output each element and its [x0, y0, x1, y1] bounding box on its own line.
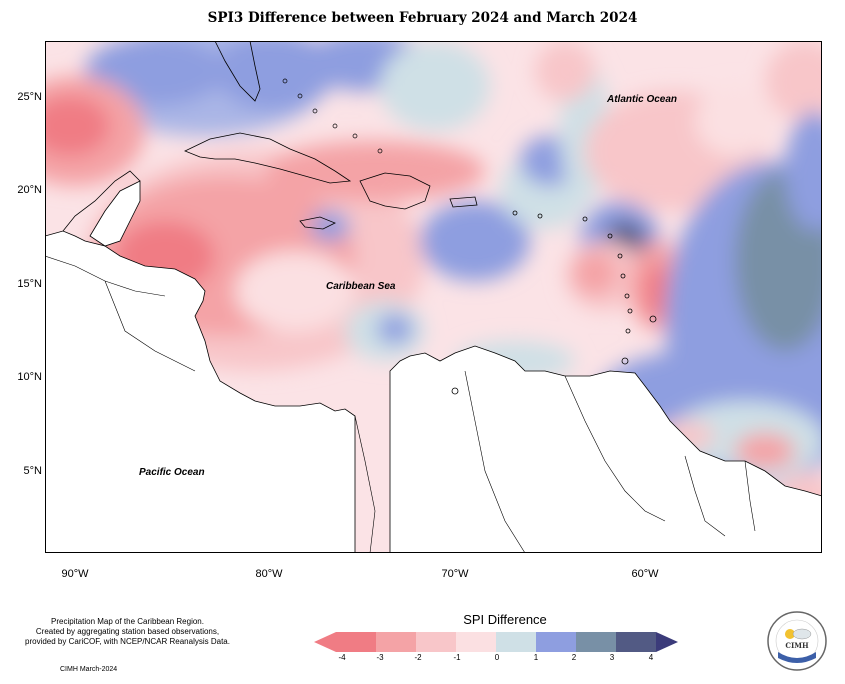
caribbean-sea-label: Caribbean Sea — [326, 281, 396, 292]
land-masses — [45, 180, 822, 553]
lon-label-60w: 60°W — [631, 568, 659, 580]
lat-label-25n: 25°N — [17, 91, 42, 103]
legend-swatch-1 — [336, 632, 376, 652]
legend-swatch-5 — [496, 632, 536, 652]
footer-credit: CIMH March-2024 — [60, 666, 118, 673]
pacific-ocean-label: Pacific Ocean — [139, 467, 205, 478]
logo-text: CIMH — [785, 641, 809, 650]
lon-label-80w: 80°W — [255, 568, 283, 580]
legend-tick-3: 3 — [609, 653, 615, 662]
legend-arrow-left — [314, 632, 336, 652]
legend-tick-1: 1 — [533, 653, 539, 662]
lon-label-90w: 90°W — [61, 568, 89, 580]
legend-tick-m1: -1 — [453, 653, 461, 662]
legend-tick-m4: -4 — [338, 653, 346, 662]
hispaniola-outline — [359, 172, 431, 210]
lon-label-70w: 70°W — [441, 568, 469, 580]
legend-swatch-4 — [456, 632, 496, 652]
spi-map — [45, 41, 822, 553]
cloud-icon — [792, 628, 812, 640]
legend-swatch-6 — [536, 632, 576, 652]
puerto-rico-outline — [449, 196, 478, 208]
cuba-outline — [184, 132, 352, 184]
legend-tick-0: 0 — [494, 653, 500, 662]
legend-swatch-2 — [376, 632, 416, 652]
legend-swatch-8 — [616, 632, 656, 652]
legend-swatch-7 — [576, 632, 616, 652]
wave-icon — [778, 652, 816, 663]
legend-tick-m2: -2 — [414, 653, 422, 662]
florida-outline — [214, 41, 261, 102]
lat-label-15n: 15°N — [17, 278, 42, 290]
legend-arrow-right — [656, 632, 678, 652]
jamaica-outline — [299, 216, 336, 230]
lat-label-5n: 5°N — [23, 465, 42, 477]
footer-line-2: Created by aggregating station based obs… — [35, 627, 220, 636]
footer-note: Precipitation Map of the Caribbean Regio… — [10, 617, 245, 647]
lat-label-20n: 20°N — [17, 184, 42, 196]
legend-tick-m3: -3 — [376, 653, 384, 662]
lesser-antilles — [451, 210, 657, 395]
legend-colorbar — [314, 632, 678, 652]
country-borders — [45, 255, 756, 553]
map-title: SPI3 Difference between February 2024 an… — [207, 10, 638, 26]
footer-line-1: Precipitation Map of the Caribbean Regio… — [51, 617, 204, 626]
lat-label-10n: 10°N — [17, 371, 42, 383]
map-border — [45, 41, 822, 553]
atlantic-ocean-label: Atlantic Ocean — [607, 94, 678, 105]
legend-tick-4: 4 — [648, 653, 654, 662]
cimh-logo: CIMH — [767, 611, 827, 671]
legend-tick-2: 2 — [571, 653, 577, 662]
sun-icon — [785, 629, 795, 639]
footer-line-3: provided by CariCOF, with NCEP/NCAR Rean… — [25, 637, 230, 646]
legend-swatch-3 — [416, 632, 456, 652]
spi-map-canvas — [45, 41, 822, 553]
legend-title: SPI Difference — [463, 612, 547, 627]
